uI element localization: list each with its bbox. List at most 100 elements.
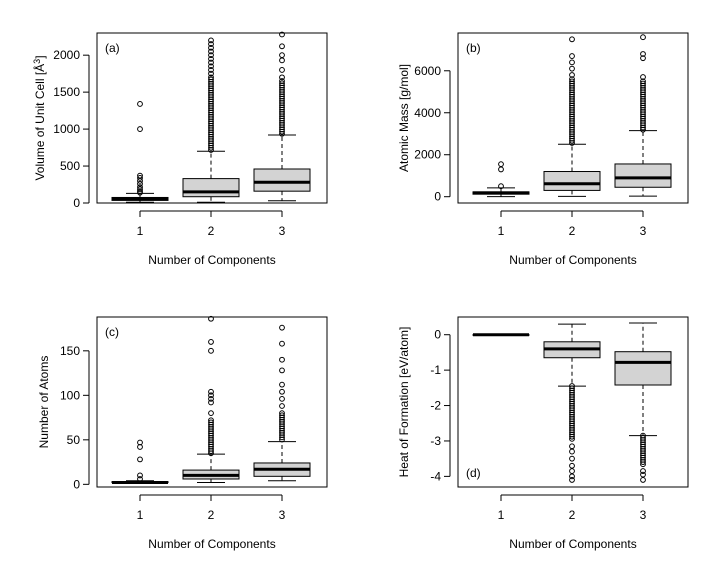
box [253, 168, 311, 192]
y-tick-label: -2 [430, 399, 441, 413]
outlier-point [279, 403, 285, 409]
y-axis-title: Atomic Mass [g/mol] [397, 64, 411, 172]
outlier-point [640, 468, 646, 474]
plot-frame [457, 32, 689, 204]
outlier-point [569, 53, 575, 59]
outlier-point [279, 434, 285, 441]
outlier-point [279, 128, 285, 135]
y-tick-label: 0 [73, 196, 80, 210]
x-axis-title: Number of Components [148, 537, 275, 551]
box [543, 171, 601, 191]
panel-label: (b) [466, 41, 481, 55]
outlier-point [208, 144, 214, 151]
outlier-point [208, 67, 214, 73]
x-tick-label: 1 [137, 508, 144, 522]
outlier-point [569, 36, 575, 43]
plot-marks: 0 2000 4000 6000 1 2 3 [414, 34, 672, 238]
plot-frame [96, 32, 328, 204]
outlier-point [208, 339, 214, 345]
outlier-point [640, 461, 646, 468]
y-tick-label: -1 [430, 363, 441, 377]
y-tick-label: 2000 [53, 48, 80, 62]
y-tick-label: 100 [60, 388, 80, 402]
outlier-point [640, 471, 646, 478]
y-tick-label: -4 [430, 469, 441, 483]
outlier-point [208, 55, 214, 62]
panel-label: (c) [105, 325, 119, 339]
outlier-point [279, 74, 285, 81]
x-tick-label: 1 [498, 508, 505, 522]
outlier-point [208, 41, 214, 47]
panel-label: (d) [466, 466, 481, 480]
outlier-point [208, 37, 214, 44]
outlier-point [208, 410, 214, 417]
x-tick-label: 3 [279, 508, 286, 522]
outlier-point [137, 186, 143, 193]
outlier-point [498, 161, 504, 168]
outlier-point [279, 356, 285, 363]
outlier-point [569, 448, 575, 455]
y-tick-label: 50 [67, 433, 81, 447]
outlier-point [137, 184, 143, 191]
y-tick-label: 0 [434, 190, 441, 204]
outlier-point [208, 315, 214, 322]
outlier-point [640, 34, 646, 41]
outlier-point [569, 433, 575, 440]
y-axis-title: Volume of Unit Cell [Å3] [32, 55, 47, 180]
y-tick-label: 150 [60, 344, 80, 358]
outlier-point [208, 392, 214, 399]
outlier-point [208, 70, 214, 77]
outlier-point [279, 388, 285, 395]
outlier-point [498, 166, 504, 173]
plot-marks: 0 500 1000 1500 2000 1 2 3 [53, 31, 311, 238]
x-tick-label: 3 [640, 224, 647, 238]
outlier-point [279, 67, 285, 73]
outlier-point [279, 324, 285, 331]
outlier-point [569, 473, 575, 480]
outlier-point [640, 477, 646, 483]
x-axis-title: Number of Components [509, 537, 636, 551]
x-axis-title: Number of Components [509, 253, 636, 267]
outlier-point [569, 72, 575, 78]
x-tick-label: 2 [208, 224, 215, 238]
outlier-point [208, 48, 214, 55]
y-tick-label: 0 [73, 477, 80, 491]
outlier-point [569, 468, 575, 474]
outlier-point [208, 347, 214, 354]
box [614, 163, 672, 188]
outlier-point [137, 439, 143, 446]
outlier-point [569, 435, 575, 442]
y-axis-title: Number of Atoms [37, 356, 51, 449]
outlier-point [279, 130, 285, 137]
outlier-point [208, 388, 214, 395]
panel-c: (c) Number of Components Number of Atoms… [37, 315, 328, 551]
outlier-point [279, 395, 285, 402]
x-tick-label: 3 [640, 508, 647, 522]
outlier-point [208, 52, 214, 59]
outlier-point [279, 340, 285, 347]
outlier-point [137, 180, 143, 187]
outlier-point [137, 172, 143, 179]
plot-marks: 0 -1 -2 -3 -4 1 2 3 [430, 322, 672, 522]
y-axis-title: Heat of Formation [eV/atom] [397, 327, 411, 478]
outlier-point [569, 462, 575, 469]
x-tick-label: 2 [569, 508, 576, 522]
x-tick-label: 1 [498, 224, 505, 238]
outlier-point [279, 52, 285, 59]
outlier-point [208, 399, 214, 406]
outlier-point [569, 59, 575, 66]
panel-label: (a) [105, 41, 120, 55]
outlier-point [137, 101, 143, 107]
x-tick-label: 2 [208, 508, 215, 522]
x-tick-label: 2 [569, 224, 576, 238]
outlier-point [640, 124, 646, 131]
outlier-point [569, 443, 575, 450]
outlier-point [208, 63, 214, 70]
outlier-point [569, 137, 575, 144]
outlier-point [569, 455, 575, 462]
outlier-point [208, 147, 214, 153]
outlier-point [137, 472, 143, 479]
outlier-point [569, 140, 575, 146]
outlier-point [208, 44, 214, 51]
